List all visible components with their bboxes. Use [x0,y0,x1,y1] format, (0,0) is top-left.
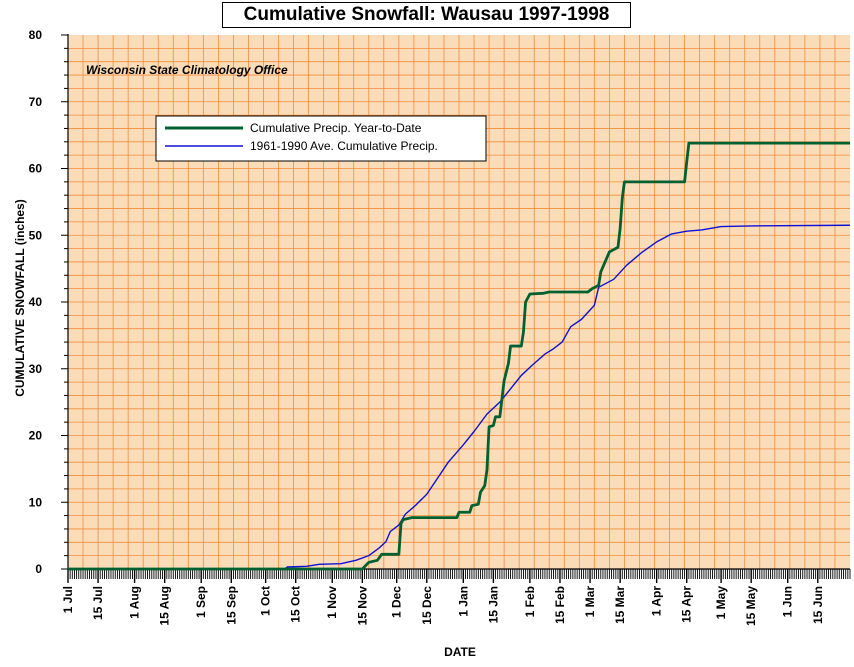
y-tick-label: 80 [29,28,43,42]
series-line-average [68,224,851,570]
chart-title: Cumulative Snowfall: Wausau 1997-1998 [222,2,631,28]
x-tick-label: 15 Nov [355,586,369,626]
y-tick-label: 70 [29,95,43,109]
x-tick-label: 15 Jan [486,586,500,623]
x-tick-label: 1 Apr [650,586,664,617]
y-tick-label: 10 [29,495,43,509]
y-tick-label: 40 [29,295,43,309]
x-axis-label: DATE [444,645,476,659]
x-tick-label: 1 Jun [781,586,795,617]
legend-box [155,115,487,162]
y-tick-label: 20 [29,429,43,443]
x-tick-label: 1 May [714,586,728,620]
y-tick-label: 30 [29,362,43,376]
x-tick-label: 15 Aug [158,586,172,626]
x-tick-label: 1 Jul [61,586,75,613]
x-tick-label: 15 Sep [224,586,238,625]
x-tick-label: 15 May [744,586,758,626]
x-tick-label: 1 Nov [325,586,339,619]
legend-label-average: 1961-1990 Ave. Cumulative Precip. [250,139,438,153]
x-tick-label: 1 Jan [456,586,470,617]
x-tick-label: 1 Aug [128,586,142,619]
x-tick-label: 15 Dec [420,586,434,625]
x-tick-label: 1 Sep [194,586,208,618]
series-line-year-to-date [68,141,850,571]
y-tick-label: 60 [29,162,43,176]
x-tick-label: 15 Feb [553,586,567,624]
x-tick-label: 15 Jun [811,586,825,624]
legend-label-year-to-date: Cumulative Precip. Year-to-Date [250,121,422,135]
x-tick-label: 1 Feb [523,586,537,617]
x-tick-label: 1 Dec [390,586,404,618]
y-tick-label: 0 [35,562,42,576]
legend: Cumulative Precip. Year-to-Date 1961-1990… [155,115,487,162]
x-tick-label: 1 Mar [583,586,597,618]
y-tick-label: 50 [29,228,43,242]
x-tick-label: 15 Apr [680,586,694,623]
x-tick-label: 15 Jul [91,586,105,620]
y-axis-label: CUMULATIVE SNOWFALL (inches) [13,199,27,397]
x-tick-label: 1 Oct [259,586,273,616]
annotation-label: Wisconsin State Climatology Office [86,63,288,77]
x-tick-label: 15 Oct [289,586,303,623]
x-tick-label: 15 Mar [613,586,627,624]
